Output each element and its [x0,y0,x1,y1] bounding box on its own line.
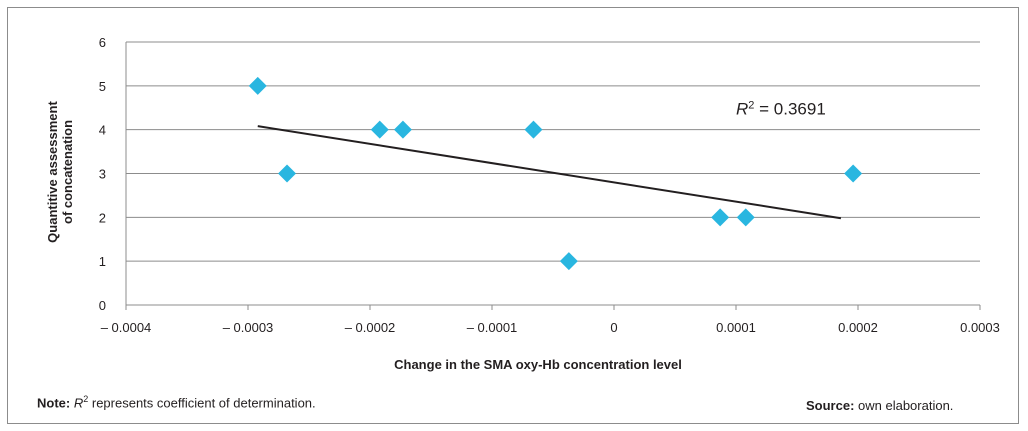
data-point-6 [711,208,730,227]
x-tick-labels: – 0.0004 – 0.0003 – 0.0002 – 0.0001 0 0.0001 0… [101,320,1000,335]
y-tick-label-6: 6 [99,35,106,50]
data-point-1 [278,164,297,183]
trendline [257,125,842,220]
y-tick-label-5: 5 [99,79,106,94]
x-tick-label-3: – 0.0001 [467,320,518,335]
axes [125,42,981,310]
data-point-8 [844,164,863,183]
data-point-4 [524,120,543,139]
x-tick-label-4: 0 [610,320,617,335]
data-point-7 [736,208,755,227]
note-footnote: Note: R2 represents coefficient of deter… [37,394,316,411]
r-squared-label: R2 = 0.3691 [736,99,826,118]
x-tick-label-7: 0.0003 [960,320,1000,335]
source-footnote: Source: own elaboration. [806,398,954,413]
x-tick-label-1: – 0.0003 [223,320,274,335]
x-axis-title: Change in the SMA oxy-Hb concentration l… [394,357,682,372]
y-axis-title-line2: of concatenation [60,120,75,224]
trendline-group [257,125,842,220]
x-tick-label-5: 0.0001 [716,320,756,335]
y-tick-label-0: 0 [99,298,106,313]
y-tick-label-2: 2 [99,210,106,225]
figure-frame [7,7,1019,424]
x-tick-label-6: 0.0002 [838,320,878,335]
data-point-5 [559,252,578,271]
y-tick-label-4: 4 [99,123,106,138]
gridlines [126,41,980,262]
data-point-0 [248,76,267,95]
x-tick-label-2: – 0.0002 [345,320,396,335]
y-axis-title-line1: Quantitive assessment [45,101,60,243]
y-tick-labels: 0 1 2 3 4 5 6 [99,35,106,313]
data-points [248,76,863,271]
data-point-2 [370,120,389,139]
y-tick-label-3: 3 [99,167,106,182]
y-tick-label-1: 1 [99,254,106,269]
x-tick-label-0: – 0.0004 [101,320,152,335]
data-point-3 [393,120,412,139]
